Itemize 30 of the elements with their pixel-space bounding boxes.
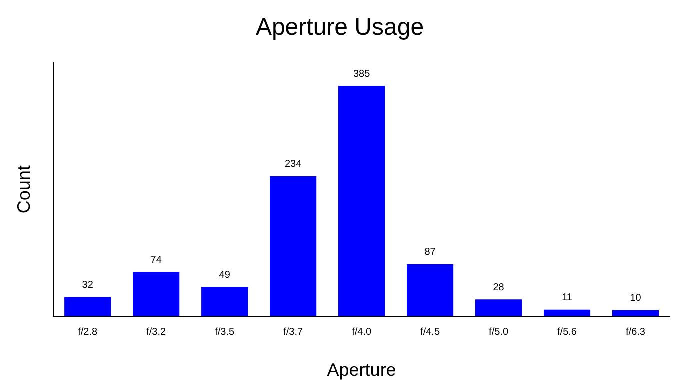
x-tick-label: f/6.3 (626, 327, 646, 338)
bar (612, 310, 660, 316)
data-label: 10 (630, 293, 642, 304)
data-label: 234 (284, 159, 302, 170)
x-tick-label: f/2.8 (78, 327, 98, 338)
bar (475, 300, 522, 316)
data-label: 87 (424, 247, 436, 258)
x-tick-label: f/3.2 (146, 327, 166, 338)
x-tick-label: f/3.7 (284, 327, 304, 338)
data-label: 32 (82, 280, 94, 292)
bar (133, 272, 180, 316)
x-tick-label: f/4.5 (420, 327, 440, 338)
bar (407, 264, 454, 316)
y-axis-title: Count (14, 166, 34, 214)
data-label: 11 (562, 292, 573, 304)
bar (544, 310, 591, 316)
bar (202, 287, 248, 316)
x-tick-label: f/3.5 (215, 327, 235, 338)
x-tick-label: f/5.0 (489, 327, 509, 338)
bar (338, 86, 386, 316)
data-label: 49 (219, 270, 231, 281)
bar (64, 297, 112, 316)
x-tick-label: f/4.0 (352, 327, 372, 338)
data-label: 74 (150, 254, 162, 266)
bar (270, 176, 317, 316)
data-label: 385 (353, 68, 371, 80)
x-axis-title: Aperture (327, 360, 396, 380)
data-label: 28 (493, 282, 505, 294)
chart-title: Aperture Usage (256, 14, 424, 42)
x-tick-label: f/5.6 (558, 327, 578, 338)
